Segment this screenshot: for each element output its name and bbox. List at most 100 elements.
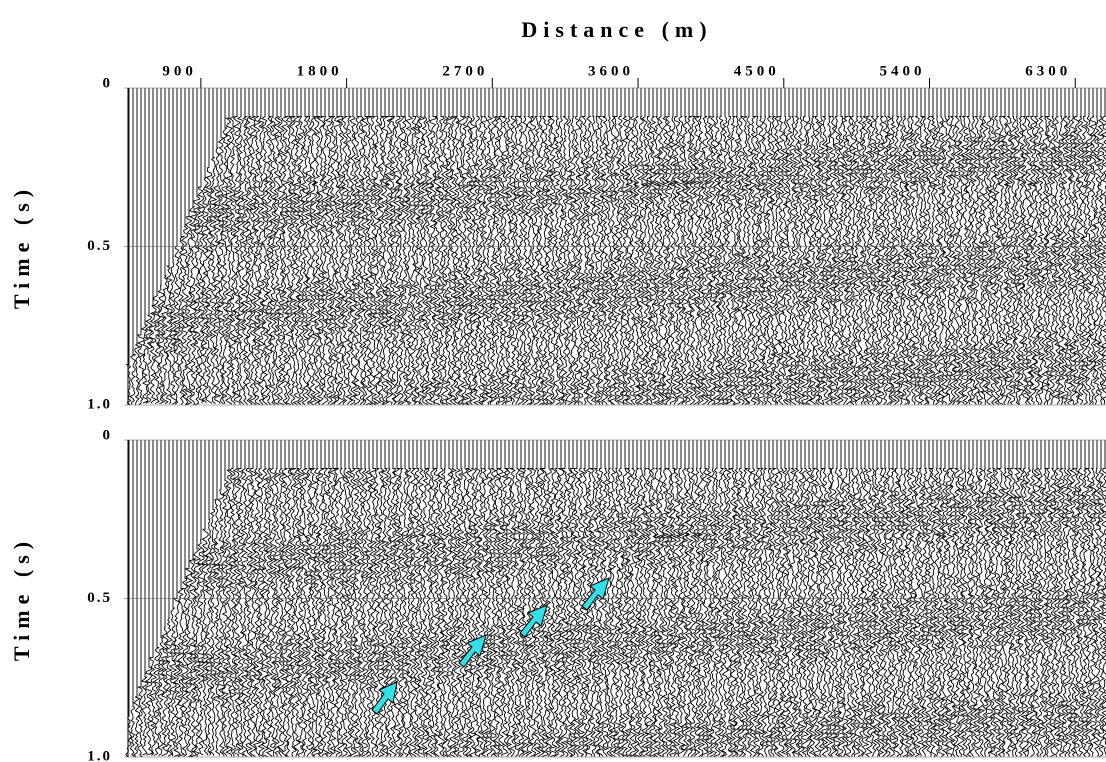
trace [196, 88, 206, 404]
trace [500, 88, 510, 405]
trace [636, 440, 646, 757]
trace [652, 440, 662, 757]
trace [772, 440, 782, 757]
trace [593, 88, 602, 405]
trace [448, 88, 458, 405]
trace [988, 440, 998, 757]
trace [240, 440, 250, 757]
trace [908, 440, 918, 757]
trace [736, 88, 746, 405]
trace [740, 88, 750, 405]
trace [680, 88, 690, 405]
trace [188, 440, 198, 758]
trace [928, 88, 938, 405]
trace [568, 88, 578, 405]
trace [936, 88, 946, 405]
trace [444, 440, 454, 757]
trace [356, 88, 366, 405]
trace [644, 88, 654, 405]
trace [756, 440, 766, 757]
axes: Distance (m) 900 1800 2700 3600 4500 5400 6300 T… [9, 17, 1106, 762]
trace [528, 88, 538, 405]
trace [1092, 440, 1102, 757]
arrow [458, 634, 487, 668]
trace [1088, 88, 1098, 405]
trace [276, 88, 286, 405]
trace [1048, 88, 1058, 405]
trace [936, 440, 946, 757]
trace [548, 88, 557, 405]
trace [520, 440, 530, 757]
trace [408, 440, 418, 757]
trace [1012, 88, 1022, 405]
trace [1060, 88, 1070, 405]
trace [1024, 440, 1034, 757]
trace [640, 88, 650, 405]
trace [516, 440, 526, 757]
trace [808, 440, 818, 757]
trace [624, 88, 634, 405]
trace [585, 88, 594, 405]
trace [176, 440, 186, 757]
trace [508, 88, 518, 405]
trace [712, 440, 722, 757]
trace [864, 440, 874, 757]
trace [780, 440, 790, 757]
trace [724, 88, 734, 405]
trace [212, 88, 222, 404]
trace [848, 440, 858, 757]
trace [696, 88, 706, 405]
trace [940, 440, 950, 757]
trace [392, 88, 402, 405]
trace [172, 440, 182, 757]
trace [612, 440, 622, 757]
trace [188, 88, 198, 405]
trace [824, 88, 834, 405]
x-tick-label: 6300 [1025, 63, 1071, 79]
trace [384, 88, 394, 405]
trace [656, 88, 666, 405]
trace [272, 88, 281, 405]
trace [740, 440, 750, 757]
trace [864, 88, 874, 405]
trace [468, 440, 478, 757]
trace [684, 88, 694, 405]
trace [133, 440, 141, 758]
trace [472, 440, 482, 757]
trace [504, 88, 514, 405]
trace [328, 88, 338, 405]
trace [256, 440, 266, 757]
trace [776, 88, 786, 405]
trace [616, 440, 626, 757]
trace [1068, 440, 1078, 757]
trace [1020, 88, 1030, 405]
trace [388, 440, 398, 757]
trace [508, 440, 518, 757]
trace [992, 440, 1002, 757]
trace [724, 440, 734, 757]
trace [320, 88, 330, 405]
trace [728, 88, 738, 405]
trace [880, 88, 890, 405]
trace [1000, 88, 1010, 405]
trace [224, 88, 234, 405]
trace [756, 88, 766, 405]
trace [524, 440, 534, 757]
trace [628, 440, 638, 757]
trace [420, 88, 430, 405]
trace [252, 440, 262, 757]
trace [140, 88, 150, 404]
trace [780, 88, 790, 405]
trace [420, 440, 430, 757]
trace [480, 88, 490, 405]
trace [964, 88, 974, 405]
trace [768, 88, 778, 405]
trace [404, 440, 414, 757]
trace [288, 88, 298, 405]
trace [720, 440, 730, 757]
trace [1084, 88, 1094, 405]
trace [880, 440, 890, 757]
trace [772, 88, 782, 405]
trace [352, 440, 362, 757]
trace [396, 440, 406, 757]
